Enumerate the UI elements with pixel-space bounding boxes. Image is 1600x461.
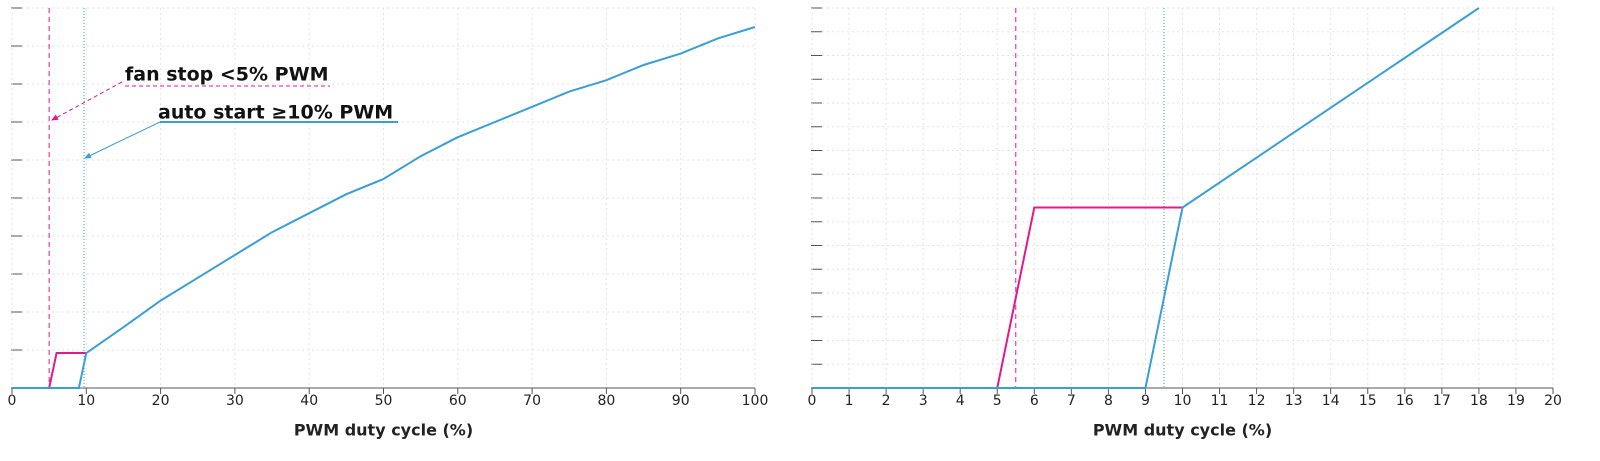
annotation: fan stop <5% PWM <box>125 64 328 86</box>
x-axis-label: PWM duty cycle (%) <box>294 421 473 440</box>
x-tick-label: 19 <box>1507 393 1525 409</box>
annotation: auto start ≥10% PWM <box>158 102 393 124</box>
x-tick-label: 18 <box>1470 393 1488 409</box>
x-tick-label: 60 <box>449 393 467 409</box>
x-tick-label: 3 <box>919 393 928 409</box>
x-tick-label: 15 <box>1359 393 1377 409</box>
x-tick-label: 20 <box>152 393 170 409</box>
x-tick-label: 14 <box>1322 393 1340 409</box>
annotation-arrow <box>84 121 161 159</box>
x-tick-label: 40 <box>300 393 318 409</box>
x-tick-label: 12 <box>1248 393 1266 409</box>
x-tick-label: 2 <box>882 393 891 409</box>
x-tick-label: 20 <box>1544 393 1562 409</box>
annotation-arrow <box>51 81 123 121</box>
x-tick-label: 11 <box>1211 393 1229 409</box>
x-tick-label: 17 <box>1433 393 1451 409</box>
x-tick-label: 100 <box>742 393 769 409</box>
x-tick-label: 50 <box>375 393 393 409</box>
x-tick-label: 9 <box>1141 393 1150 409</box>
x-tick-label: 80 <box>597 393 615 409</box>
x-tick-label: 8 <box>1104 393 1113 409</box>
x-tick-label: 13 <box>1285 393 1303 409</box>
x-tick-label: 70 <box>523 393 541 409</box>
x-tick-label: 0 <box>808 393 817 409</box>
x-tick-label: 7 <box>1067 393 1076 409</box>
x-tick-label: 1 <box>845 393 854 409</box>
line <box>812 7 1480 389</box>
x-tick-label: 10 <box>77 393 95 409</box>
x-tick-label: 5 <box>993 393 1002 409</box>
x-tick-label: 16 <box>1396 393 1414 409</box>
x-tick-label: 0 <box>8 393 17 409</box>
x-tick-label: 10 <box>1174 393 1192 409</box>
x-tick-label: 6 <box>1030 393 1039 409</box>
x-tick-label: 90 <box>672 393 690 409</box>
x-axis-label: PWM duty cycle (%) <box>1093 421 1272 440</box>
x-tick-label: 30 <box>226 393 244 409</box>
x-tick-label: 4 <box>956 393 965 409</box>
line <box>12 26 756 389</box>
